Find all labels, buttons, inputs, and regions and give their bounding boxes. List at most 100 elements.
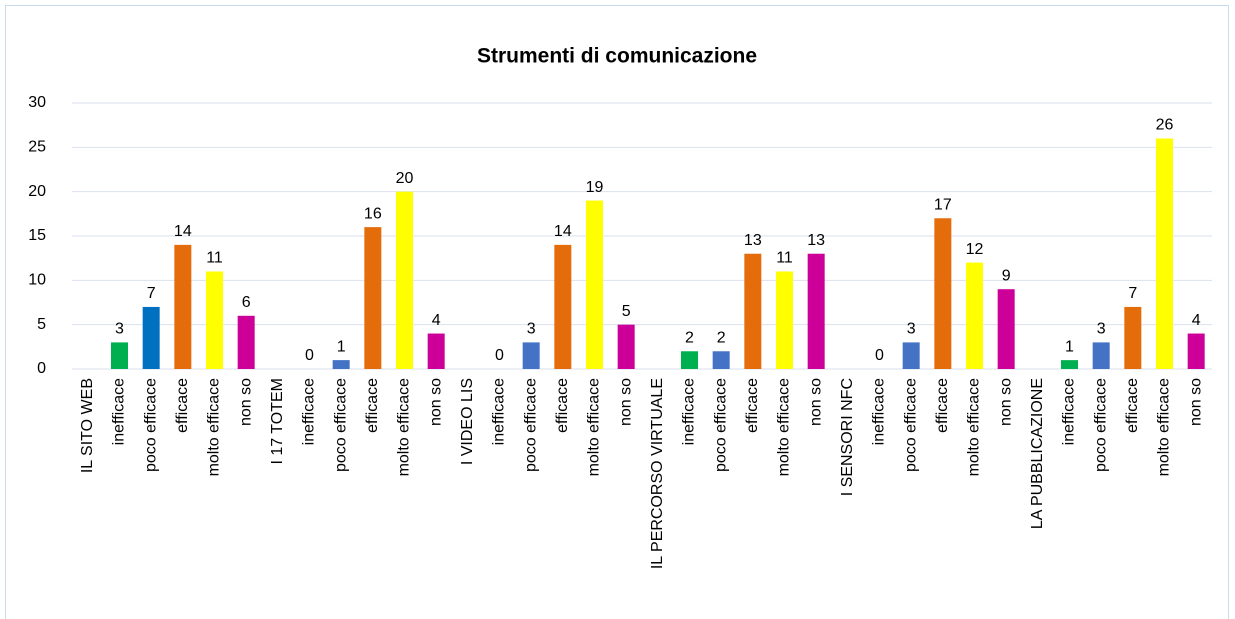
y-tick-label: 0	[37, 360, 46, 377]
value-label: 2	[685, 329, 694, 346]
y-tick-label: 20	[28, 183, 46, 200]
bar	[681, 351, 698, 369]
value-label: 3	[527, 321, 536, 338]
value-label: 13	[807, 232, 825, 249]
bar	[142, 306, 160, 369]
bar	[1124, 306, 1142, 369]
bar	[712, 351, 730, 369]
bar	[934, 218, 952, 369]
x-tick-label: inefficace	[111, 378, 128, 445]
value-label: 0	[495, 347, 504, 364]
x-tick-label: molto efficace	[586, 378, 603, 477]
x-tick-label: efficace	[554, 378, 571, 433]
bar	[174, 244, 192, 369]
value-label: 6	[242, 294, 251, 311]
y-tick-label: 25	[28, 139, 46, 156]
x-tick-label: IL SITO WEB	[79, 378, 96, 473]
x-tick-label: efficace	[174, 378, 191, 433]
bar	[332, 360, 350, 369]
value-label: 0	[875, 347, 884, 364]
value-label: 4	[432, 312, 441, 329]
x-tick-label: non so	[807, 378, 824, 426]
bar	[776, 271, 793, 369]
x-tick-label: non so	[427, 378, 444, 426]
value-label: 20	[396, 170, 414, 187]
bar	[111, 342, 128, 369]
bar	[807, 253, 825, 369]
value-label: 3	[907, 321, 916, 338]
x-tick-label: LA PUBBLICAZIONE	[1029, 378, 1046, 529]
x-tick-label: inefficace	[301, 378, 318, 445]
bar	[902, 342, 920, 369]
x-tick-label: IL PERCORSO VIRTUALE	[649, 378, 666, 569]
bar	[237, 315, 255, 369]
y-tick-label: 30	[28, 94, 46, 111]
x-tick-label: molto efficace	[1156, 378, 1173, 477]
bar	[997, 289, 1015, 369]
bar	[364, 227, 382, 369]
value-label: 13	[744, 232, 762, 249]
x-tick-label: poco efficace	[142, 378, 159, 472]
bar	[522, 342, 540, 369]
x-tick-label: non so	[1187, 378, 1204, 426]
x-tick-label: non so	[997, 378, 1014, 426]
x-tick-label: molto efficace	[206, 378, 223, 477]
bar	[1061, 360, 1078, 369]
x-tick-label: efficace	[744, 378, 761, 433]
x-tick-label: inefficace	[871, 378, 888, 445]
x-tick-label: non so	[617, 378, 634, 426]
value-label: 16	[364, 205, 382, 222]
y-tick-label: 10	[28, 272, 46, 289]
value-label: 3	[1097, 321, 1106, 338]
x-tick-label: poco efficace	[712, 378, 729, 472]
bar	[966, 262, 983, 369]
bar	[586, 200, 603, 369]
value-label: 3	[115, 321, 124, 338]
x-tick-label: molto efficace	[966, 378, 983, 477]
value-label: 19	[586, 179, 604, 196]
value-label: 2	[717, 329, 726, 346]
x-tick-label: molto efficace	[396, 378, 413, 477]
value-label: 4	[1192, 312, 1201, 329]
x-tick-label: poco efficace	[1092, 378, 1109, 472]
value-label: 7	[1128, 285, 1137, 302]
value-label: 14	[554, 223, 572, 240]
y-tick-label: 15	[28, 227, 46, 244]
bar	[427, 333, 445, 369]
value-label: 17	[934, 196, 952, 213]
chart-title: Strumenti di comunicazione	[477, 45, 757, 68]
bar	[396, 191, 413, 369]
value-label: 11	[206, 250, 223, 267]
value-label: 9	[1002, 267, 1011, 284]
value-label: 12	[966, 241, 984, 258]
x-tick-label: poco efficace	[522, 378, 539, 472]
bar	[1092, 342, 1110, 369]
x-tick-label: I 17 TOTEM	[269, 378, 286, 465]
x-tick-label: inefficace	[1061, 378, 1078, 445]
bar	[744, 253, 762, 369]
x-tick-label: I SENSORI NFC	[839, 378, 856, 496]
x-tick-label: poco efficace	[332, 378, 349, 472]
x-tick-label: efficace	[1124, 378, 1141, 433]
value-label: 5	[622, 303, 631, 320]
value-label: 7	[147, 285, 156, 302]
value-label: 1	[1065, 338, 1074, 355]
bar	[206, 271, 223, 369]
x-tick-label: inefficace	[491, 378, 508, 445]
bar	[1156, 138, 1173, 369]
bar	[1187, 333, 1205, 369]
x-tick-label: efficace	[934, 378, 951, 433]
x-tick-label: inefficace	[681, 378, 698, 445]
value-label: 14	[174, 223, 192, 240]
x-tick-label: molto efficace	[776, 378, 793, 477]
bar	[617, 324, 635, 369]
y-tick-label: 5	[37, 316, 46, 333]
value-label: 1	[337, 338, 346, 355]
value-label: 0	[305, 347, 314, 364]
value-label: 26	[1156, 117, 1174, 134]
x-tick-label: I VIDEO LIS	[459, 378, 476, 465]
bar	[554, 244, 572, 369]
value-label: 11	[776, 250, 793, 267]
x-tick-label: poco efficace	[902, 378, 919, 472]
